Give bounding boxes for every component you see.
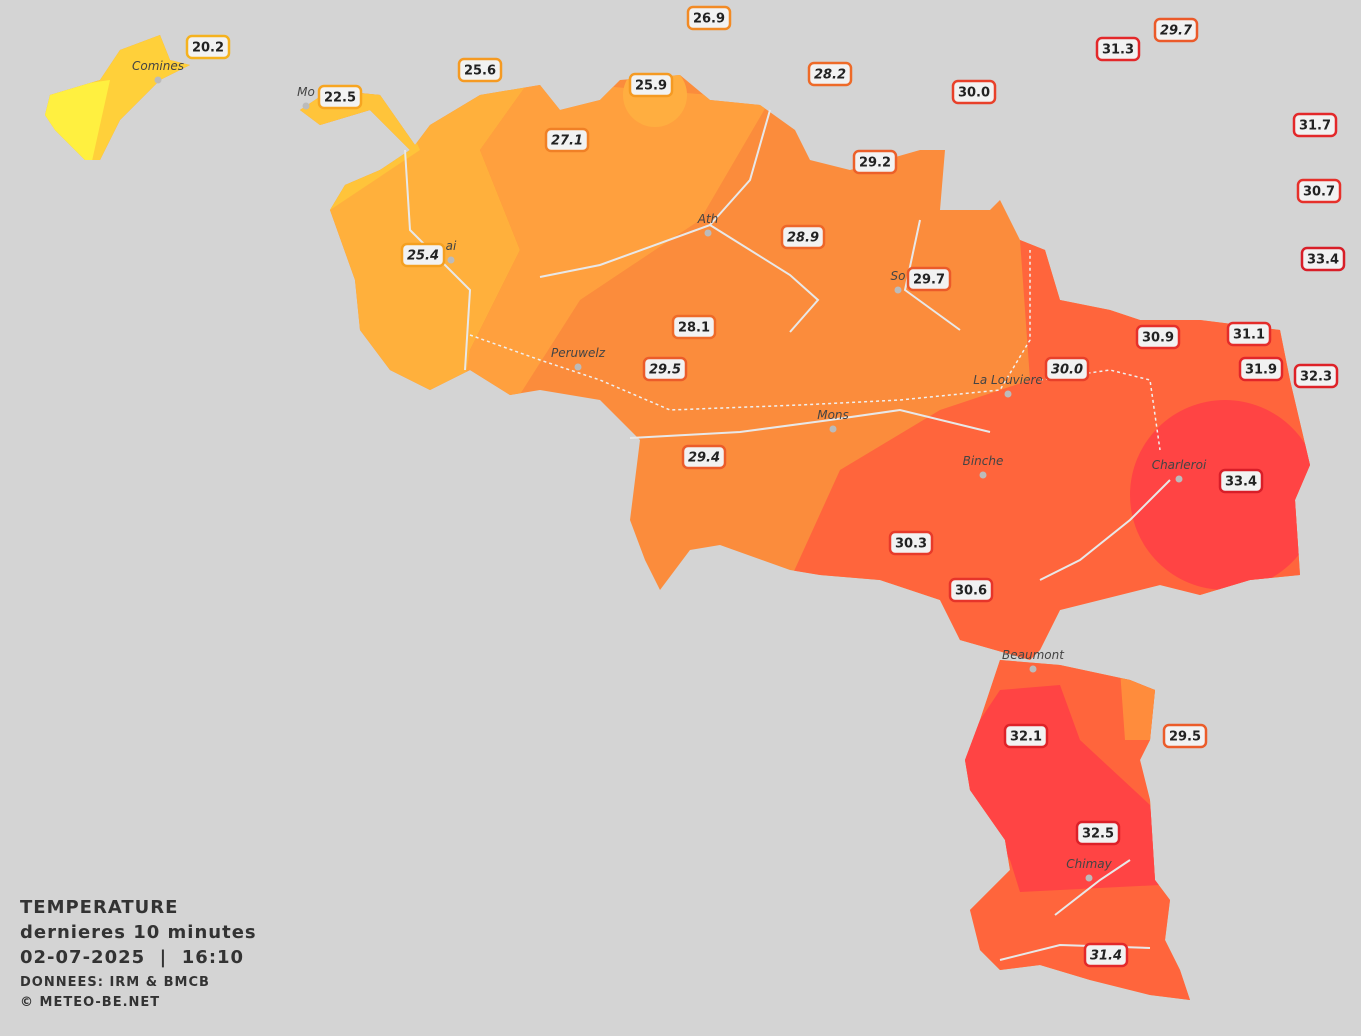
station-value: 28.9 bbox=[787, 231, 819, 246]
legend-credit: © METEO-BE.NET bbox=[20, 995, 160, 1010]
station-value: 29.2 bbox=[859, 156, 891, 171]
station-box bbox=[628, 72, 674, 98]
city-dot bbox=[1029, 665, 1037, 673]
station-value: 31.1 bbox=[1233, 328, 1265, 343]
station-box bbox=[1044, 356, 1090, 382]
city-name: Chimay bbox=[1066, 857, 1112, 871]
station-box bbox=[317, 84, 363, 110]
station-box bbox=[686, 5, 732, 31]
city-dot bbox=[979, 471, 987, 479]
station-box bbox=[544, 127, 590, 153]
station-box bbox=[1218, 468, 1264, 494]
station-value: 29.5 bbox=[1169, 730, 1201, 745]
city-name: Mo bbox=[297, 85, 315, 99]
station-value: 28.2 bbox=[814, 68, 846, 83]
station-box bbox=[185, 34, 231, 60]
station-box bbox=[1296, 178, 1342, 204]
station-box bbox=[1238, 356, 1284, 382]
station-box bbox=[780, 224, 826, 250]
station-box bbox=[400, 242, 446, 268]
station-box bbox=[1083, 942, 1129, 968]
legend: TEMPERATURE dernieres 10 minutes 02-07-2… bbox=[20, 897, 257, 1010]
borders bbox=[469, 250, 1161, 451]
city-dot bbox=[1175, 475, 1183, 483]
city-name: Comines bbox=[132, 59, 184, 73]
city-name: Peruwelz bbox=[551, 346, 606, 360]
station-value: 31.3 bbox=[1102, 43, 1134, 58]
station-value: 33.4 bbox=[1307, 253, 1339, 268]
city-name: Charleroi bbox=[1152, 458, 1207, 472]
station-value: 32.5 bbox=[1082, 827, 1114, 842]
station-box bbox=[671, 314, 717, 340]
station-box bbox=[1162, 723, 1208, 749]
station-box bbox=[1292, 112, 1338, 138]
station-value: 32.3 bbox=[1300, 370, 1332, 385]
station-value: 29.7 bbox=[1160, 24, 1193, 39]
station-box bbox=[951, 79, 997, 105]
city-name: La Louviere bbox=[973, 373, 1043, 387]
city-name: So bbox=[891, 269, 906, 283]
city-name: Ath bbox=[697, 212, 719, 226]
station-box bbox=[1075, 820, 1121, 846]
station-box bbox=[1003, 723, 1049, 749]
station-box bbox=[1293, 363, 1339, 389]
legend-datetime: 02-07-2025 | 16:10 bbox=[20, 947, 244, 968]
station-box bbox=[906, 266, 952, 292]
city-dot bbox=[447, 256, 455, 264]
station-box bbox=[1300, 246, 1346, 272]
station-box bbox=[1153, 17, 1199, 43]
station-box bbox=[457, 57, 503, 83]
station-value: 30.6 bbox=[955, 584, 987, 599]
station-value: 28.1 bbox=[678, 321, 710, 336]
city-name: Binche bbox=[963, 454, 1004, 468]
station-box bbox=[1226, 321, 1272, 347]
city-dot bbox=[154, 76, 162, 84]
station-value: 32.1 bbox=[1010, 730, 1042, 745]
legend-title: TEMPERATURE bbox=[20, 897, 178, 918]
city-name: Mons bbox=[817, 408, 849, 422]
city-dot bbox=[829, 425, 837, 433]
station-box bbox=[852, 149, 898, 175]
station-box bbox=[1095, 36, 1141, 62]
station-value: 26.9 bbox=[693, 12, 725, 27]
station-value: 29.7 bbox=[913, 273, 945, 288]
station-box bbox=[948, 577, 994, 603]
city-dot bbox=[302, 102, 310, 110]
city-dot bbox=[894, 286, 902, 294]
station-box bbox=[888, 530, 934, 556]
city-dot bbox=[704, 229, 712, 237]
legend-source: DONNEES: IRM & BMCB bbox=[20, 975, 210, 990]
station-box bbox=[807, 61, 853, 87]
legend-subtitle: dernieres 10 minutes bbox=[20, 922, 257, 943]
station-value: 30.7 bbox=[1303, 185, 1335, 200]
station-value: 22.5 bbox=[324, 91, 356, 106]
station-value: 30.9 bbox=[1142, 331, 1174, 346]
station-value: 29.4 bbox=[688, 451, 720, 466]
station-value: 31.7 bbox=[1299, 119, 1331, 134]
city-dot bbox=[1004, 390, 1012, 398]
station-value: 25.9 bbox=[635, 79, 667, 94]
station-value: 30.0 bbox=[1051, 363, 1083, 378]
station-value: 31.9 bbox=[1245, 363, 1277, 378]
station-box bbox=[642, 356, 688, 382]
city-dot bbox=[1085, 874, 1093, 882]
station-value: 29.5 bbox=[649, 363, 681, 378]
station-box bbox=[1135, 324, 1181, 350]
station-value: 25.4 bbox=[407, 249, 439, 264]
station-value: 30.0 bbox=[958, 86, 990, 101]
station-value: 20.2 bbox=[192, 41, 224, 56]
station-box bbox=[681, 444, 727, 470]
station-value: 33.4 bbox=[1225, 475, 1257, 490]
city-name: Beaumont bbox=[1002, 648, 1065, 662]
city-dot bbox=[574, 363, 582, 371]
station-value: 25.6 bbox=[464, 64, 496, 79]
station-value: 31.4 bbox=[1090, 949, 1122, 964]
station-value: 27.1 bbox=[551, 134, 583, 149]
city-name: ai bbox=[446, 239, 457, 253]
station-value: 30.3 bbox=[895, 537, 927, 552]
